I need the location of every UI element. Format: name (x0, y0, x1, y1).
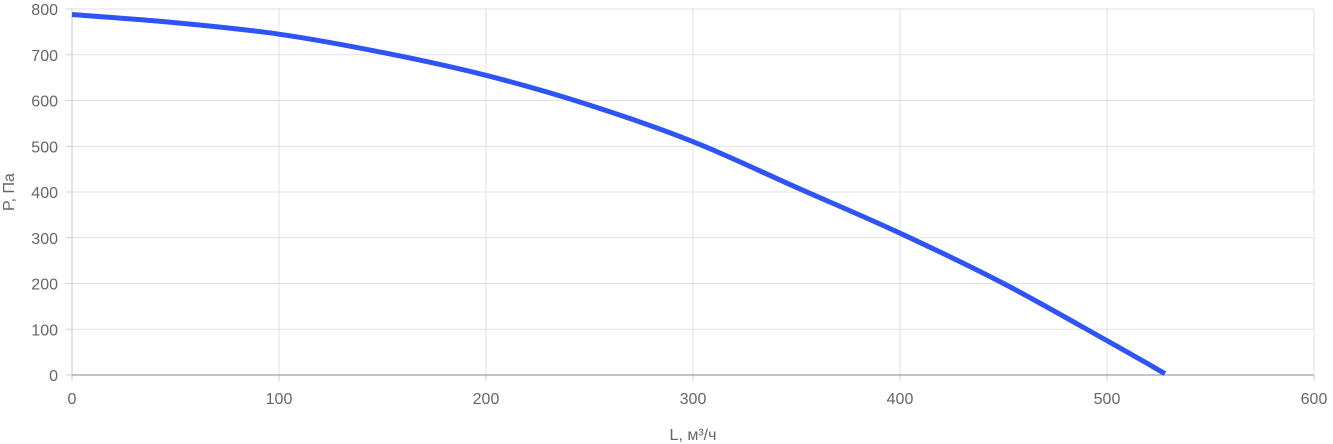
x-tick-label: 600 (1301, 391, 1328, 408)
y-tick-label: 400 (31, 185, 58, 202)
y-tick-label: 800 (31, 2, 58, 19)
x-tick-label: 200 (473, 391, 500, 408)
x-tick-labels: 0 100 200 300 400 500 600 (68, 391, 1328, 408)
axes (66, 8, 1315, 381)
y-tick-label: 100 (31, 322, 58, 339)
grid-lines (72, 8, 1315, 375)
y-tick-label: 200 (31, 277, 58, 294)
series-layer (71, 11, 1167, 376)
x-axis-title: L, м³/ч (670, 427, 717, 444)
y-tick-label: 700 (31, 48, 58, 65)
y-axis-title: P, Па (1, 173, 18, 211)
x-tick-label: 100 (266, 391, 293, 408)
x-tick-label: 0 (68, 391, 77, 408)
y-tick-label: 500 (31, 139, 58, 156)
x-tick-label: 500 (1094, 391, 1121, 408)
y-tick-label: 0 (49, 368, 58, 385)
y-tick-label: 300 (31, 231, 58, 248)
y-tick-label: 600 (31, 94, 58, 111)
series-line (71, 11, 1167, 376)
y-tick-labels: 0 100 200 300 400 500 600 700 800 (31, 2, 58, 385)
x-tick-label: 300 (680, 391, 707, 408)
x-tick-label: 400 (887, 391, 914, 408)
